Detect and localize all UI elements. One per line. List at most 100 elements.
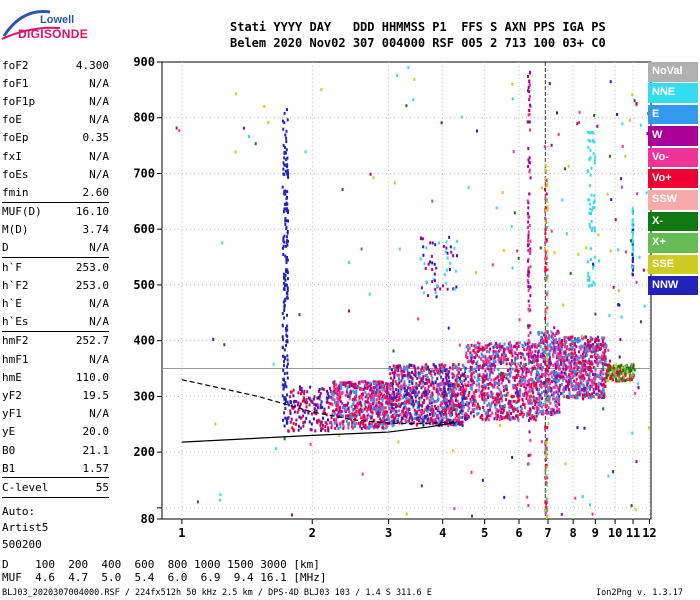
echo-point xyxy=(388,367,391,371)
echo-point xyxy=(358,408,361,412)
echo-point xyxy=(528,349,531,353)
echo-point xyxy=(344,393,347,397)
echo-point xyxy=(458,367,461,371)
echo-point xyxy=(317,395,320,399)
echo-point xyxy=(507,349,510,353)
echo-point xyxy=(521,344,524,347)
echo-point xyxy=(541,409,544,413)
logo-swoosh-icon xyxy=(1,10,61,40)
echo-point xyxy=(540,368,543,372)
echo-point xyxy=(548,399,551,403)
echo-point xyxy=(554,372,557,376)
echo-point xyxy=(467,185,470,189)
echo-point xyxy=(417,317,420,321)
echo-point xyxy=(573,366,576,370)
echo-point xyxy=(573,343,576,347)
echo-point xyxy=(448,399,450,403)
echo-point xyxy=(353,396,356,400)
echo-point xyxy=(540,385,543,389)
echo-point xyxy=(319,423,322,427)
echo-point xyxy=(483,397,486,401)
echo-point xyxy=(474,367,476,371)
echo-point xyxy=(393,393,396,396)
echo-point xyxy=(589,337,592,341)
echo-point xyxy=(597,392,600,396)
echo-point xyxy=(516,249,519,253)
echo-point xyxy=(587,271,590,275)
echo-point xyxy=(461,363,464,367)
echo-point xyxy=(581,495,584,499)
parameter-label: C-level xyxy=(2,480,49,494)
echo-point xyxy=(555,332,558,336)
echo-point xyxy=(591,382,594,386)
echo-point xyxy=(584,342,587,346)
echo-point xyxy=(347,393,349,396)
echo-point xyxy=(471,372,474,376)
echo-point xyxy=(630,365,633,369)
echo-point xyxy=(384,410,387,414)
echo-point xyxy=(310,422,313,426)
echo-point xyxy=(603,354,606,358)
echo-point xyxy=(364,380,367,384)
echo-point xyxy=(284,326,287,330)
echo-point xyxy=(454,383,457,387)
echo-point xyxy=(402,416,405,420)
echo-point xyxy=(523,348,526,352)
echo-point xyxy=(488,402,491,406)
echo-point xyxy=(548,385,551,389)
echo-point xyxy=(435,389,438,393)
echo-point xyxy=(448,235,451,239)
echo-point xyxy=(373,424,376,428)
echo-point xyxy=(397,364,400,368)
echo-point xyxy=(494,405,497,409)
echo-point xyxy=(544,331,547,335)
plot-frame xyxy=(161,61,652,520)
echo-point xyxy=(497,394,500,398)
echo-point xyxy=(537,371,540,375)
echo-point xyxy=(550,411,553,415)
echo-point xyxy=(498,360,501,364)
echo-point xyxy=(580,370,583,374)
parameter-value: N/A xyxy=(89,167,109,181)
echo-point xyxy=(519,412,521,416)
echo-point xyxy=(513,405,516,409)
echo-point xyxy=(454,378,457,382)
echo-point xyxy=(529,398,532,402)
echo-point xyxy=(428,401,431,405)
echo-point xyxy=(394,402,397,406)
echo-point xyxy=(339,395,342,399)
echo-point xyxy=(632,246,634,250)
legend-item: Vo- xyxy=(648,147,698,168)
echo-point xyxy=(330,392,333,396)
echo-point xyxy=(604,384,607,388)
echo-point xyxy=(305,401,308,405)
echo-point xyxy=(377,400,380,404)
echo-point xyxy=(448,402,451,406)
echo-point xyxy=(545,441,548,445)
echo-point xyxy=(449,261,452,265)
echo-point xyxy=(346,407,349,411)
echo-point xyxy=(589,207,592,211)
echo-point xyxy=(580,368,583,372)
echo-point xyxy=(514,359,516,363)
echo-point xyxy=(502,408,505,412)
echo-point xyxy=(326,389,329,393)
echo-point xyxy=(342,404,345,408)
echo-point xyxy=(316,419,318,423)
echo-point xyxy=(481,366,484,370)
echo-point xyxy=(426,396,429,399)
echo-point xyxy=(516,371,519,375)
echo-point xyxy=(390,421,393,425)
echo-point xyxy=(607,371,610,375)
echo-point xyxy=(541,348,544,351)
echo-point xyxy=(457,392,460,396)
echo-point xyxy=(566,384,569,388)
echo-point xyxy=(332,380,334,384)
echo-point xyxy=(368,292,371,296)
echo-point xyxy=(393,371,396,375)
echo-point xyxy=(466,360,469,364)
echo-point xyxy=(422,245,425,249)
echo-point xyxy=(290,390,293,394)
echo-point xyxy=(427,392,430,396)
echo-point xyxy=(590,166,593,170)
